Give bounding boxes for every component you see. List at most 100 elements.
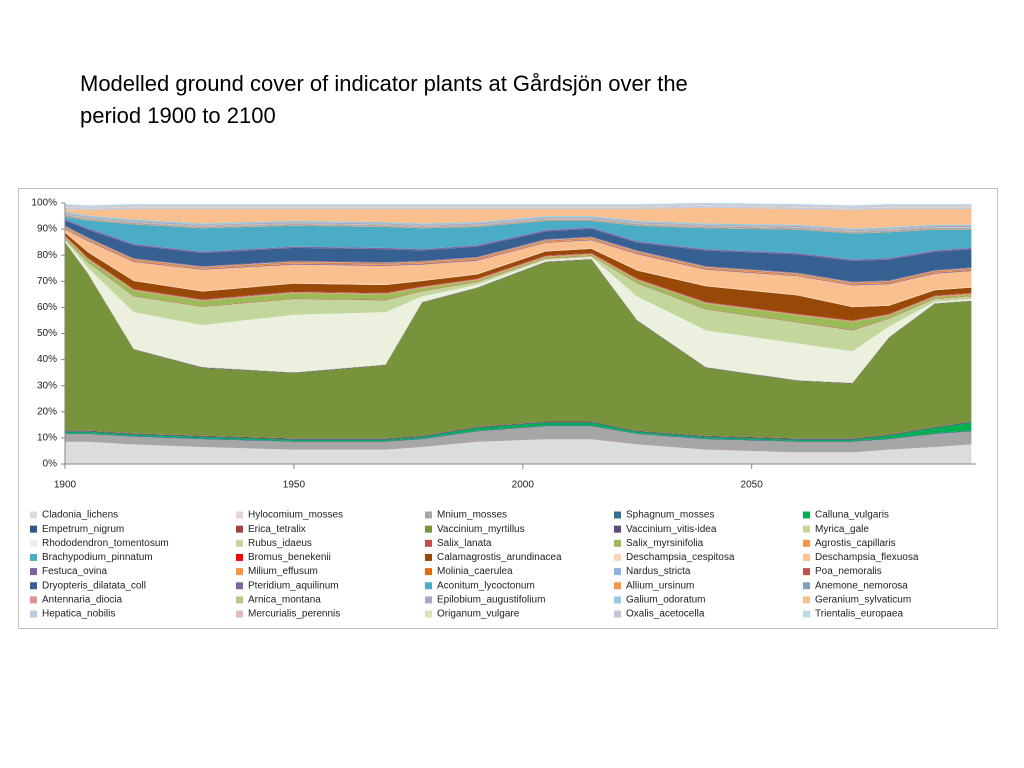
legend-label: Myrica_gale: [815, 524, 869, 535]
legend-label: Salix_lanata: [437, 538, 492, 549]
legend-label: Epilobium_augustifolium: [437, 595, 545, 606]
legend-label: Hylocomium_mosses: [248, 510, 343, 521]
legend-swatch: [803, 582, 810, 590]
legend-label: Bromus_benekenii: [248, 552, 331, 563]
area: [65, 232, 972, 321]
legend-label: Festuca_ovina: [42, 566, 107, 577]
y-tick-label: 100%: [31, 198, 57, 209]
area: [65, 215, 972, 233]
legend-label: Trientalis_europaea: [815, 609, 903, 620]
area: [65, 220, 972, 282]
legend-swatch: [425, 553, 432, 561]
area: [65, 204, 972, 208]
legend-swatch: [30, 582, 37, 590]
legend-swatch: [803, 568, 810, 576]
legend-swatch: [236, 525, 243, 533]
legend-label: Pteridium_aquilinum: [248, 580, 339, 591]
legend-label: Brachypodium_pinnatum: [42, 552, 153, 563]
area: [65, 205, 972, 209]
legend-swatch: [803, 525, 810, 533]
legend-swatch: [236, 511, 243, 519]
legend-label: Arnica_montana: [248, 595, 321, 606]
legend-swatch: [614, 582, 621, 590]
legend-label: Vaccinium_vitis-idea: [626, 524, 717, 535]
legend-swatch: [30, 610, 37, 618]
area: [65, 211, 972, 230]
area: [65, 422, 972, 441]
area: [65, 202, 972, 207]
area: [65, 212, 972, 232]
x-tick-label: 1950: [283, 480, 306, 491]
legend-swatch: [614, 568, 621, 576]
legend-swatch: [614, 610, 621, 618]
legend-label: Erica_tetralix: [248, 524, 306, 535]
area: [65, 207, 972, 229]
legend-label: Rhododendron_tomentosum: [42, 538, 169, 549]
legend-swatch: [425, 596, 432, 604]
legend-label: Oxalis_acetocella: [626, 609, 705, 620]
area: [65, 440, 972, 464]
legend-label: Cladonia_lichens: [42, 510, 118, 521]
legend-swatch: [30, 511, 37, 519]
legend-swatch: [30, 553, 37, 561]
legend-swatch: [803, 610, 810, 618]
area: [65, 206, 972, 211]
area: [65, 205, 972, 209]
legend-swatch: [30, 568, 37, 576]
legend-swatch: [614, 596, 621, 604]
legend-swatch: [803, 596, 810, 604]
legend-swatch: [803, 511, 810, 519]
legend-label: Molinia_caerulea: [437, 566, 513, 577]
legend-label: Antennaria_diocia: [42, 595, 122, 606]
legend-label: Rubus_idaeus: [248, 538, 312, 549]
legend-label: Deschampsia_cespitosa: [626, 552, 735, 563]
legend-swatch: [425, 582, 432, 590]
y-tick-label: 90%: [37, 224, 57, 235]
legend-swatch: [614, 539, 621, 547]
area: [65, 242, 972, 439]
legend-label: Mercurialis_perennis: [248, 609, 340, 620]
y-tick-label: 70%: [37, 276, 57, 287]
legend-label: Nardus_stricta: [626, 566, 691, 577]
legend-swatch: [425, 511, 432, 519]
legend-swatch: [30, 525, 37, 533]
legend-label: Dryopteris_dilatata_coll: [42, 580, 146, 591]
area: [65, 439, 972, 454]
legend-label: Sphagnum_mosses: [626, 510, 714, 521]
area: [65, 216, 972, 260]
area: [65, 229, 972, 307]
x-tick-label: 1900: [54, 480, 77, 491]
legend-swatch: [425, 610, 432, 618]
legend-swatch: [236, 553, 243, 561]
legend-label: Vaccinium_myrtillus: [437, 524, 525, 535]
area: [65, 238, 972, 331]
legend-label: Origanum_vulgare: [437, 609, 520, 620]
area: [65, 426, 972, 453]
legend-swatch: [236, 568, 243, 576]
legend-label: Milium_effusum: [248, 566, 318, 577]
legend-swatch: [803, 539, 810, 547]
legend-swatch: [236, 596, 243, 604]
legend-label: Mnium_mosses: [437, 510, 507, 521]
y-tick-label: 80%: [37, 250, 57, 261]
legend-label: Anemone_nemorosa: [815, 580, 908, 591]
legend-swatch: [425, 539, 432, 547]
chart-title: Modelled ground cover of indicator plant…: [80, 71, 688, 128]
legend-swatch: [425, 525, 432, 533]
legend-label: Geranium_sylvaticum: [815, 595, 911, 606]
legend-label: Deschampsia_flexuosa: [815, 552, 919, 563]
legend-label: Allium_ursinum: [626, 580, 694, 591]
x-tick-label: 2000: [512, 480, 535, 491]
legend-swatch: [803, 553, 810, 561]
y-tick-label: 30%: [37, 380, 57, 391]
legend-label: Aconitum_lycoctonum: [437, 580, 535, 591]
legend-label: Hepatica_nobilis: [42, 609, 115, 620]
legend-swatch: [614, 525, 621, 533]
area: [65, 240, 972, 383]
legend-swatch: [614, 511, 621, 519]
legend-swatch: [614, 553, 621, 561]
y-tick-label: 20%: [37, 406, 57, 417]
legend-swatch: [236, 610, 243, 618]
